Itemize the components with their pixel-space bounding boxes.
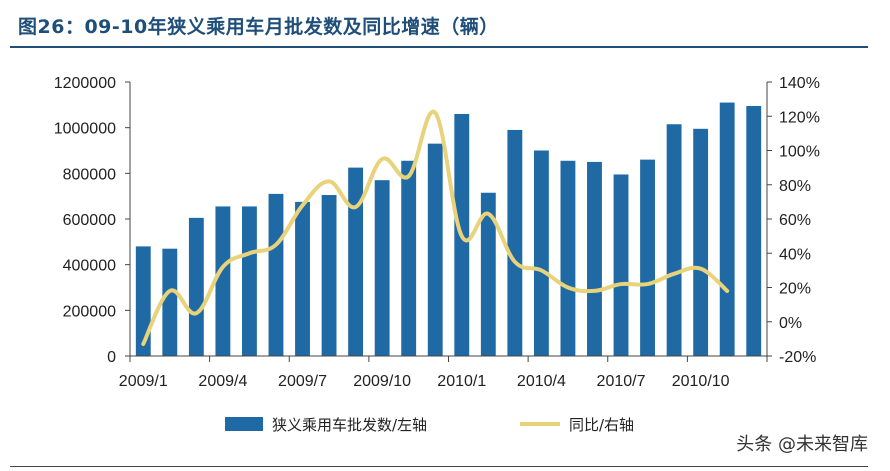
x-tick-label: 2009/4 [198, 373, 247, 390]
left-tick-label: 1200000 [54, 75, 116, 92]
bar-2009/5 [242, 206, 257, 356]
yoy-line [141, 109, 730, 347]
left-tick-label: 400000 [63, 258, 116, 275]
bar-2009/12 [427, 143, 443, 356]
right-tick-label: 140% [779, 75, 820, 92]
bar-2009/6 [268, 193, 284, 356]
right-tick-label: 80% [779, 178, 811, 195]
left-tick-label: 1000000 [54, 121, 116, 138]
title-rule [10, 46, 868, 48]
bar-2010/4 [533, 150, 549, 356]
bar-2010/5 [560, 160, 576, 356]
x-tick-label: 2010/10 [672, 373, 730, 390]
x-tick-label: 2010/7 [597, 373, 646, 390]
bar-series [135, 102, 762, 356]
x-tick-label: 2009/7 [278, 373, 327, 390]
bar-2009/8 [321, 195, 337, 356]
x-tick-label: 2010/1 [437, 373, 486, 390]
bar-2010/11 [719, 102, 735, 356]
bar-2009/2 [162, 248, 178, 356]
bar-2010/9 [666, 124, 682, 356]
bar-2010/3 [507, 129, 523, 356]
bar-2010/8 [640, 159, 655, 356]
bar-2010/10 [693, 128, 709, 356]
watermark: 头条 @未来智库 [736, 434, 868, 455]
left-tick-label: 200000 [63, 303, 116, 320]
legend-bar-label: 狭义乘用车批发数/左轴 [272, 416, 427, 434]
legend-line-label: 同比/右轴 [569, 416, 634, 434]
bar-2010/7 [613, 174, 629, 356]
left-tick-label: 600000 [63, 212, 116, 229]
bar-2009/10 [374, 180, 390, 356]
bar-2010/12 [746, 105, 762, 356]
bar-2009/7 [295, 201, 310, 356]
bar-2010/6 [587, 161, 602, 356]
right-tick-label: -20% [779, 349, 816, 366]
left-tick-label: 0 [107, 349, 116, 366]
bottom-rule [10, 466, 868, 467]
right-tick-label: 60% [779, 212, 811, 229]
bar-2010/2 [480, 192, 496, 356]
right-tick-label: 20% [779, 281, 811, 298]
x-axis-ticks: 2009/1 2009/4 2009/7 2009/10 2010/1 2010/4 201… [119, 356, 768, 390]
right-axis-ticks: -20% 0% 20% 40% 60% 80% 100% 120% 140% [767, 75, 820, 366]
legend-bar-swatch [225, 417, 263, 431]
left-axis-ticks: 0 200000 400000 600000 800000 1000000 1200000 [54, 75, 130, 366]
figure-title: 图26：09-10年狭义乘用车月批发数及同比增速（辆） [18, 16, 499, 38]
bar-2009/9 [348, 167, 364, 356]
right-tick-label: 120% [779, 109, 820, 126]
x-tick-label: 2009/1 [119, 373, 168, 390]
x-tick-label: 2010/4 [517, 373, 566, 390]
x-tick-label: 2009/10 [353, 373, 411, 390]
left-tick-label: 800000 [63, 166, 116, 183]
legend: 狭义乘用车批发数/左轴 同比/右轴 [225, 416, 634, 434]
bar-2009/1 [135, 246, 151, 356]
bar-2009/11 [401, 160, 417, 356]
right-tick-label: 0% [779, 315, 802, 332]
bar-2009/3 [188, 217, 204, 356]
bar-2009/4 [215, 206, 231, 356]
right-tick-label: 100% [779, 144, 820, 161]
right-tick-label: 40% [779, 246, 811, 263]
